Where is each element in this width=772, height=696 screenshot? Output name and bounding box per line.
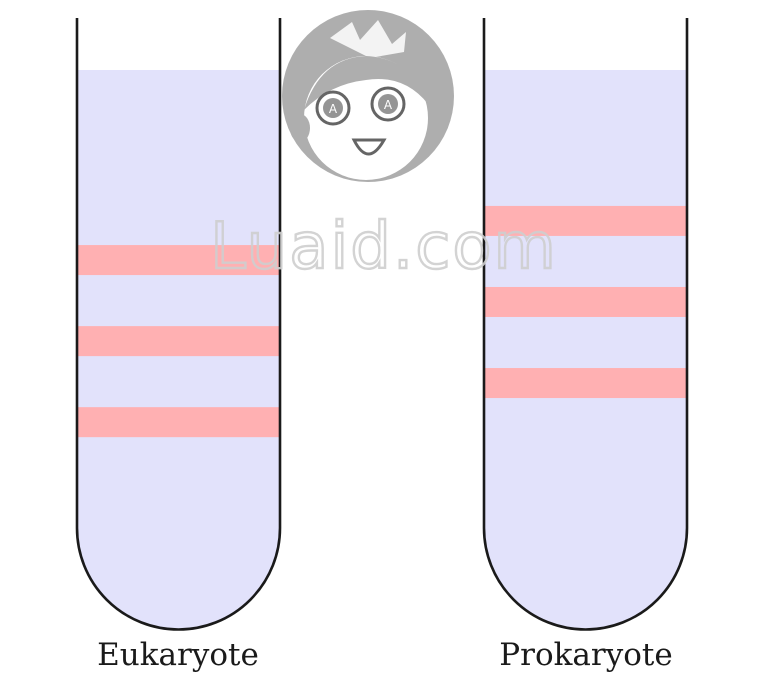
prokaryote-tube-outline [482,18,689,631]
eukaryote-bands [78,245,279,438]
eukaryote-band-1 [78,245,279,276]
cartoon-face-logo-icon: A A [282,10,454,182]
eukaryote-tube: Eukaryote [75,18,282,673]
prokaryote-bands [485,205,686,399]
svg-text:A: A [329,102,338,116]
prokaryote-tube: Prokaryote [482,18,689,673]
eukaryote-tube-outline [75,18,282,631]
prokaryote-label: Prokaryote [499,637,672,673]
prokaryote-band-2 [485,286,686,317]
watermark-text: Luaid.com [210,210,558,284]
eukaryote-label: Eukaryote [97,637,259,673]
svg-text:A: A [384,98,393,112]
prokaryote-tube-liquid [484,70,687,630]
eukaryote-band-2 [78,326,279,357]
eukaryote-band-3 [78,407,279,438]
watermark: A A Luaid.com [209,10,558,285]
prokaryote-band-1 [485,205,686,236]
prokaryote-band-3 [485,368,686,399]
